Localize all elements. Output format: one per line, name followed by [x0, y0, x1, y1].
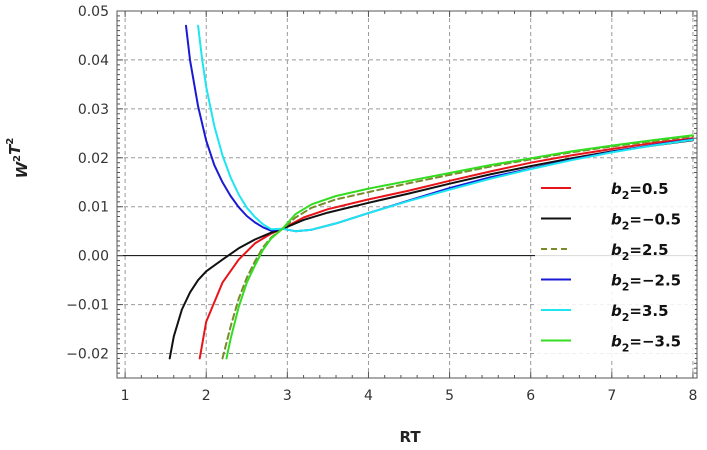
- legend-label-0: b2=0.5: [611, 180, 669, 202]
- y-tick-labels: −0.02 −0.01 0.00 0.01 0.02 0.03 0.04 0.05: [66, 4, 109, 363]
- x-tick-label: 2: [202, 388, 211, 404]
- x-tick-label: 4: [364, 388, 373, 404]
- x-tick-label: 3: [283, 388, 292, 404]
- legend: b2=0.5 b2=−0.5 b2=2.5 b2=−2.5 b2=3.5 b2=−3.5: [535, 174, 695, 359]
- x-tick-label: 8: [688, 388, 697, 404]
- x-tick-label: 1: [121, 388, 130, 404]
- y-tick-label: 0.00: [78, 249, 109, 265]
- legend-label-3: b2=−2.5: [611, 272, 681, 294]
- series-line-1: [168, 139, 694, 360]
- y-tick-label: −0.01: [66, 298, 109, 314]
- series-layer: [168, 24, 694, 360]
- y-tick-label: 0.02: [78, 151, 109, 167]
- x-tick-labels: 1 2 3 4 5 6 7 8: [121, 388, 698, 404]
- x-tick-label: 6: [526, 388, 535, 404]
- y-tick-label: 0.05: [78, 4, 109, 20]
- y-tick-label: 0.03: [78, 102, 109, 118]
- x-tick-label: 5: [445, 388, 454, 404]
- legend-label-2: b2=2.5: [611, 241, 669, 263]
- legend-label-1: b2=−0.5: [611, 211, 681, 233]
- series-line-0: [198, 137, 694, 360]
- plot-frame: [116, 10, 698, 379]
- legend-label-5: b2=−3.5: [611, 333, 681, 355]
- legend-background: [535, 174, 695, 359]
- x-axis-title: RT: [399, 428, 421, 446]
- y-axis-title: W2T2: [5, 138, 31, 179]
- y-tick-label: 0.04: [78, 53, 109, 69]
- y-tick-label: 0.01: [78, 200, 109, 216]
- legend-label-4: b2=3.5: [611, 302, 669, 324]
- series-line-4: [197, 24, 694, 233]
- y-tick-label: −0.02: [66, 347, 109, 363]
- x-tick-label: 7: [607, 388, 616, 404]
- series-line-5: [225, 134, 694, 360]
